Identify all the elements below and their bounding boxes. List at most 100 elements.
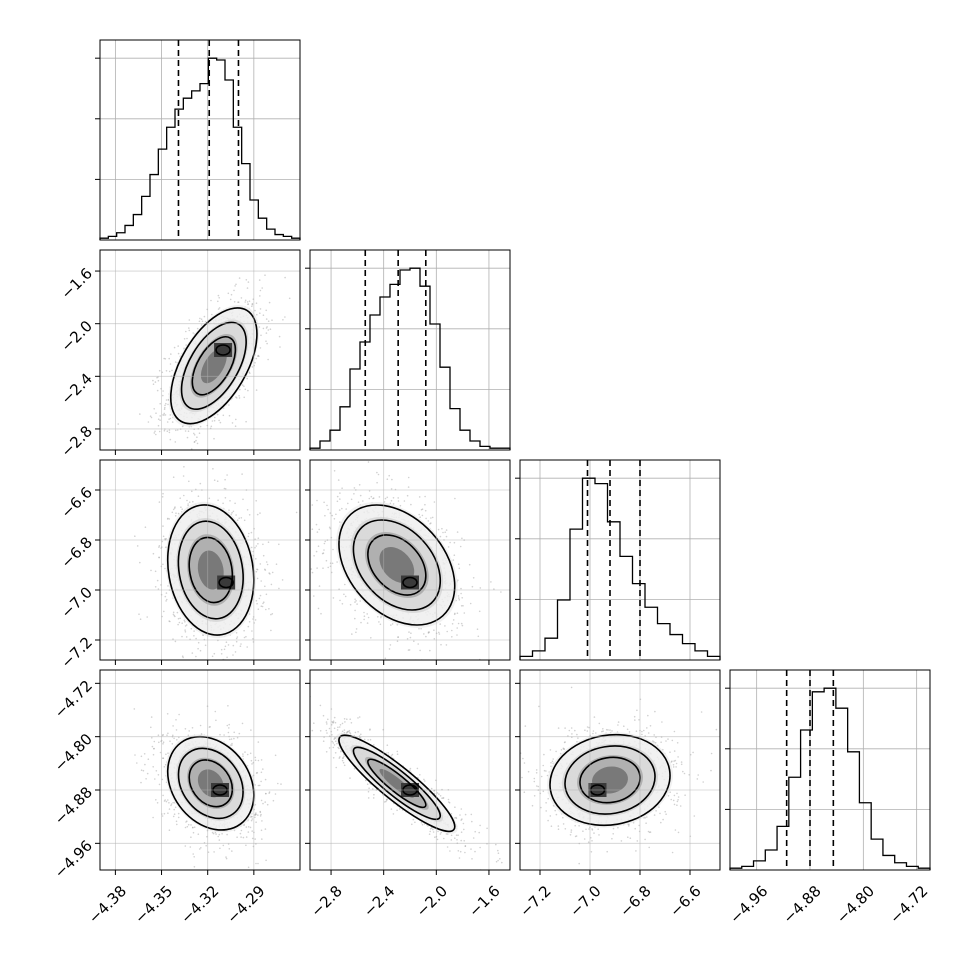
sample-point	[453, 554, 456, 556]
sample-point	[278, 587, 280, 590]
sample-point	[167, 403, 169, 406]
sample-point	[265, 332, 268, 334]
sample-point	[207, 851, 210, 853]
sample-point	[372, 497, 374, 500]
sample-point	[157, 588, 160, 590]
sample-point	[197, 495, 200, 498]
sample-point	[231, 422, 234, 424]
sample-point	[212, 672, 214, 674]
sample-point	[157, 424, 160, 427]
sample-point	[240, 643, 242, 645]
sample-point	[218, 307, 221, 309]
sample-point	[193, 441, 196, 443]
sample-point	[150, 569, 152, 572]
sample-point	[439, 623, 442, 625]
sample-point	[321, 552, 324, 555]
sample-point	[247, 281, 250, 283]
sample-point	[177, 512, 180, 515]
sample-point	[433, 501, 436, 503]
sample-point	[158, 369, 161, 372]
sample-point	[392, 497, 395, 499]
sample-point	[445, 644, 448, 646]
sample-point	[168, 429, 171, 431]
sample-point	[232, 644, 235, 647]
sample-point	[257, 608, 260, 610]
axes-frame	[309, 249, 511, 451]
sample-point	[192, 826, 194, 829]
sample-point	[200, 847, 202, 849]
sample-point	[380, 616, 382, 619]
sample-point	[174, 640, 177, 643]
sample-point	[377, 473, 380, 476]
sample-point	[266, 326, 268, 328]
sample-point	[167, 517, 169, 520]
sample-point	[256, 568, 259, 571]
sample-point	[234, 502, 236, 505]
sample-point	[222, 502, 224, 505]
contour-line-2	[367, 534, 427, 596]
sample-point	[392, 503, 395, 505]
sample-point	[146, 772, 149, 775]
sample-point	[249, 372, 251, 375]
sample-point	[458, 599, 461, 601]
sample-point	[169, 620, 171, 623]
sample-point	[140, 781, 142, 784]
sample-point	[255, 570, 258, 573]
sample-point	[424, 495, 426, 498]
sample-point	[220, 648, 223, 651]
sample-point	[254, 816, 256, 819]
sample-point	[163, 408, 166, 411]
sample-point	[268, 572, 271, 574]
sample-point	[419, 516, 421, 518]
sample-point	[265, 561, 268, 563]
sample-point	[245, 664, 247, 666]
sample-point	[418, 627, 420, 630]
sample-point	[255, 389, 258, 391]
sample-point	[234, 285, 236, 287]
sample-point	[389, 502, 392, 505]
sample-point	[460, 622, 463, 625]
sample-point	[341, 603, 344, 605]
sample-point	[166, 734, 168, 736]
sample-point	[174, 515, 177, 517]
sample-point	[440, 643, 442, 646]
contour-line-inner	[402, 576, 418, 589]
sample-point	[167, 752, 169, 754]
sample-point	[235, 514, 237, 516]
sample-point	[456, 627, 459, 629]
sample-point	[341, 487, 343, 490]
sample-point	[139, 618, 142, 620]
sample-point	[165, 402, 167, 405]
sample-point	[270, 613, 272, 616]
sample-point	[173, 813, 176, 815]
sample-point	[327, 508, 329, 511]
sample-point	[213, 419, 216, 422]
sample-point	[460, 587, 462, 590]
sample-point	[262, 554, 265, 557]
sample-point	[231, 850, 233, 852]
sample-point	[427, 632, 430, 634]
sample-point	[199, 317, 201, 320]
sample-point	[165, 537, 167, 540]
sample-point	[233, 731, 235, 734]
sample-point	[188, 480, 190, 483]
sample-point	[164, 406, 166, 409]
sample-point	[159, 415, 161, 417]
sample-point	[222, 414, 225, 417]
sample-point	[169, 438, 172, 441]
sample-point	[185, 636, 188, 638]
sample-point	[438, 631, 440, 634]
sample-point	[384, 497, 387, 500]
sample-point	[154, 381, 157, 383]
sample-point	[169, 363, 172, 365]
sample-point	[210, 425, 213, 428]
sample-point	[188, 319, 191, 321]
sample-point	[256, 568, 258, 571]
sample-point	[140, 769, 143, 771]
sample-point	[164, 404, 166, 407]
sample-point	[472, 577, 475, 579]
sample-point	[173, 737, 175, 740]
sample-point	[217, 835, 219, 838]
sample-point	[265, 318, 268, 320]
sample-point	[235, 640, 238, 643]
